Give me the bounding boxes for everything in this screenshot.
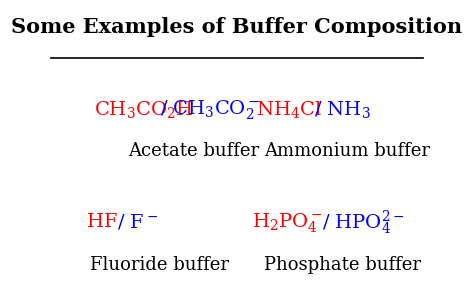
Text: $\mathregular{NH_4Cl}$: $\mathregular{NH_4Cl}$ [256,98,322,120]
Text: / $\mathregular{F^-}$: / $\mathregular{F^-}$ [117,213,158,232]
Text: Phosphate buffer: Phosphate buffer [264,256,421,274]
Text: $\mathregular{HF}$: $\mathregular{HF}$ [86,213,118,231]
Text: Ammonium buffer: Ammonium buffer [264,142,430,160]
Text: $\mathregular{H_2PO_4^-}$: $\mathregular{H_2PO_4^-}$ [253,211,323,234]
Text: $\mathregular{CH_3CO_2H}$: $\mathregular{CH_3CO_2H}$ [94,98,193,120]
Text: Fluoride buffer: Fluoride buffer [90,256,229,274]
Text: Some Examples of Buffer Composition: Some Examples of Buffer Composition [11,17,463,37]
Text: / $\mathregular{HPO_4^{2-}}$: / $\mathregular{HPO_4^{2-}}$ [322,208,405,237]
Text: / $\mathregular{NH_3}$: / $\mathregular{NH_3}$ [314,98,371,120]
Text: Acetate buffer: Acetate buffer [128,142,260,160]
Text: / $\mathregular{CH_3CO_2^-}$: / $\mathregular{CH_3CO_2^-}$ [160,98,259,120]
